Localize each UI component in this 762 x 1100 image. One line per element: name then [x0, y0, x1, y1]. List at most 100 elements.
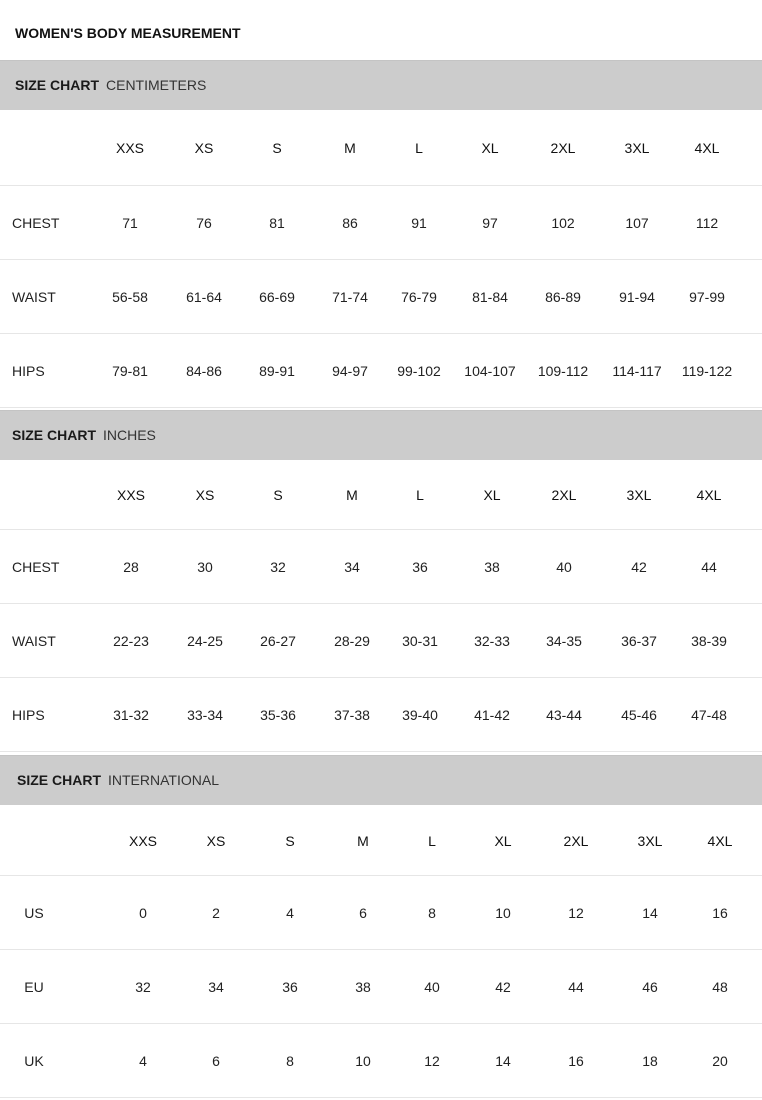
- table-cell: 32: [135, 979, 151, 995]
- table-cell: 99-102: [397, 363, 441, 379]
- table-cell: 71-74: [332, 289, 368, 305]
- table-cell: 81-84: [472, 289, 508, 305]
- table-cell: 61-64: [186, 289, 222, 305]
- size-header-l: L: [428, 832, 436, 849]
- table-cell: 16: [568, 1053, 584, 1069]
- table-cell: 10: [355, 1053, 371, 1069]
- table-cell: 39-40: [402, 707, 438, 723]
- table-cell: 34: [208, 979, 224, 995]
- table-cell: 44: [568, 979, 584, 995]
- table-cell: 20: [712, 1053, 728, 1069]
- table-cell: 30: [197, 559, 213, 575]
- size-header-l: L: [415, 140, 423, 156]
- size-header-2xl: 2XL: [563, 832, 589, 849]
- table-cell: 119-122: [681, 363, 733, 379]
- table-row: CHEST 28 30 32 34 36 38 40 42 44: [0, 530, 762, 604]
- size-header-4xl: 4XL: [696, 487, 722, 503]
- row-label-chest: CHEST: [12, 559, 60, 575]
- table-cell: 91-94: [619, 289, 655, 305]
- table-cell: 71: [122, 215, 138, 231]
- row-label-hips: HIPS: [12, 363, 45, 379]
- table-cell: 94-97: [332, 363, 368, 379]
- table-cell: 4: [286, 905, 294, 921]
- table-cell: 28-29: [334, 633, 370, 649]
- table-row: HIPS 31-32 33-34 35-36 37-38 39-40 41-42 43-44 4…: [0, 678, 762, 752]
- table-cell: 4: [139, 1053, 147, 1069]
- table-cell: 0: [139, 905, 147, 921]
- table-cell: 114-117: [612, 363, 662, 379]
- section-header: SIZE CHART INCHES: [0, 410, 762, 460]
- size-header-3xl: 3XL: [624, 140, 650, 156]
- size-header-2xl: 2XL: [550, 140, 576, 156]
- table-cell: 36: [282, 979, 298, 995]
- size-header-s: S: [272, 140, 282, 156]
- row-label-waist: WAIST: [12, 289, 56, 305]
- table-cell: 32: [270, 559, 286, 575]
- table-cell: 10: [495, 905, 511, 921]
- table-row: CHEST 71 76 81 86 91 97 102 107 112: [0, 186, 762, 260]
- table-cell: 112: [695, 215, 719, 231]
- table-cell: 2: [212, 905, 220, 921]
- table-cell: 79-81: [112, 363, 148, 379]
- table-cell: 18: [642, 1053, 658, 1069]
- table-cell: 102: [551, 215, 575, 231]
- size-header-m: M: [344, 140, 356, 156]
- table-cell: 28: [123, 559, 139, 575]
- table-row: UK 4 6 8 10 12 14 16 18 20: [0, 1024, 762, 1098]
- table-cell: 38-39: [691, 633, 727, 649]
- table-cell: 86: [342, 215, 358, 231]
- table-cell: 14: [495, 1053, 511, 1069]
- section-label: SIZE CHART: [15, 77, 99, 93]
- table-cell: 6: [212, 1053, 220, 1069]
- section-unit: INTERNATIONAL: [108, 772, 219, 788]
- section-label: SIZE CHART: [12, 427, 96, 443]
- table-cell: 42: [495, 979, 511, 995]
- size-header-l: L: [416, 487, 424, 503]
- size-header-row: XXS XS S M L XL 2XL 3XL 4XL: [0, 460, 762, 530]
- table-cell: 45-46: [621, 707, 657, 723]
- table-cell: 76-79: [401, 289, 437, 305]
- table-cell: 26-27: [260, 633, 296, 649]
- table-cell: 30-31: [402, 633, 438, 649]
- size-header-xs: XS: [206, 832, 226, 849]
- size-header-row: XXS XS S M L XL 2XL 3XL 4XL: [0, 110, 762, 186]
- size-header-s: S: [273, 487, 283, 503]
- table-cell: 38: [484, 559, 500, 575]
- table-cell: 14: [642, 905, 658, 921]
- table-cell: 36: [412, 559, 428, 575]
- size-header-xl: XL: [494, 832, 512, 849]
- table-cell: 66-69: [259, 289, 295, 305]
- table-cell: 34: [344, 559, 360, 575]
- row-label-chest: CHEST: [12, 215, 60, 231]
- table-cell: 104-107: [464, 363, 516, 379]
- table-cell: 34-35: [546, 633, 582, 649]
- row-label-eu: EU: [24, 979, 44, 995]
- size-header-2xl: 2XL: [551, 487, 577, 503]
- table-cell: 84-86: [186, 363, 222, 379]
- section-unit: CENTIMETERS: [106, 77, 207, 93]
- row-label-us: US: [24, 905, 44, 921]
- size-header-4xl: 4XL: [694, 140, 720, 156]
- table-cell: 33-34: [187, 707, 223, 723]
- table-cell: 41-42: [474, 707, 510, 723]
- size-header-m: M: [346, 487, 358, 503]
- row-label-uk: UK: [24, 1053, 44, 1069]
- table-cell: 8: [428, 905, 436, 921]
- table-cell: 6: [359, 905, 367, 921]
- row-label-waist: WAIST: [12, 633, 56, 649]
- table-cell: 97-99: [689, 289, 725, 305]
- table-cell: 81: [269, 215, 285, 231]
- table-cell: 89-91: [259, 363, 295, 379]
- table-cell: 46: [642, 979, 658, 995]
- table-cell: 91: [411, 215, 427, 231]
- size-header-s: S: [285, 832, 295, 849]
- table-cell: 43-44: [546, 707, 582, 723]
- size-header-3xl: 3XL: [626, 487, 652, 503]
- table-cell: 22-23: [113, 633, 149, 649]
- size-header-xl: XL: [481, 140, 499, 156]
- size-header-3xl: 3XL: [637, 832, 663, 849]
- table-cell: 42: [631, 559, 647, 575]
- table-row: HIPS 79-81 84-86 89-91 94-97 99-102 104-107 109…: [0, 334, 762, 408]
- table-cell: 8: [286, 1053, 294, 1069]
- table-cell: 44: [701, 559, 717, 575]
